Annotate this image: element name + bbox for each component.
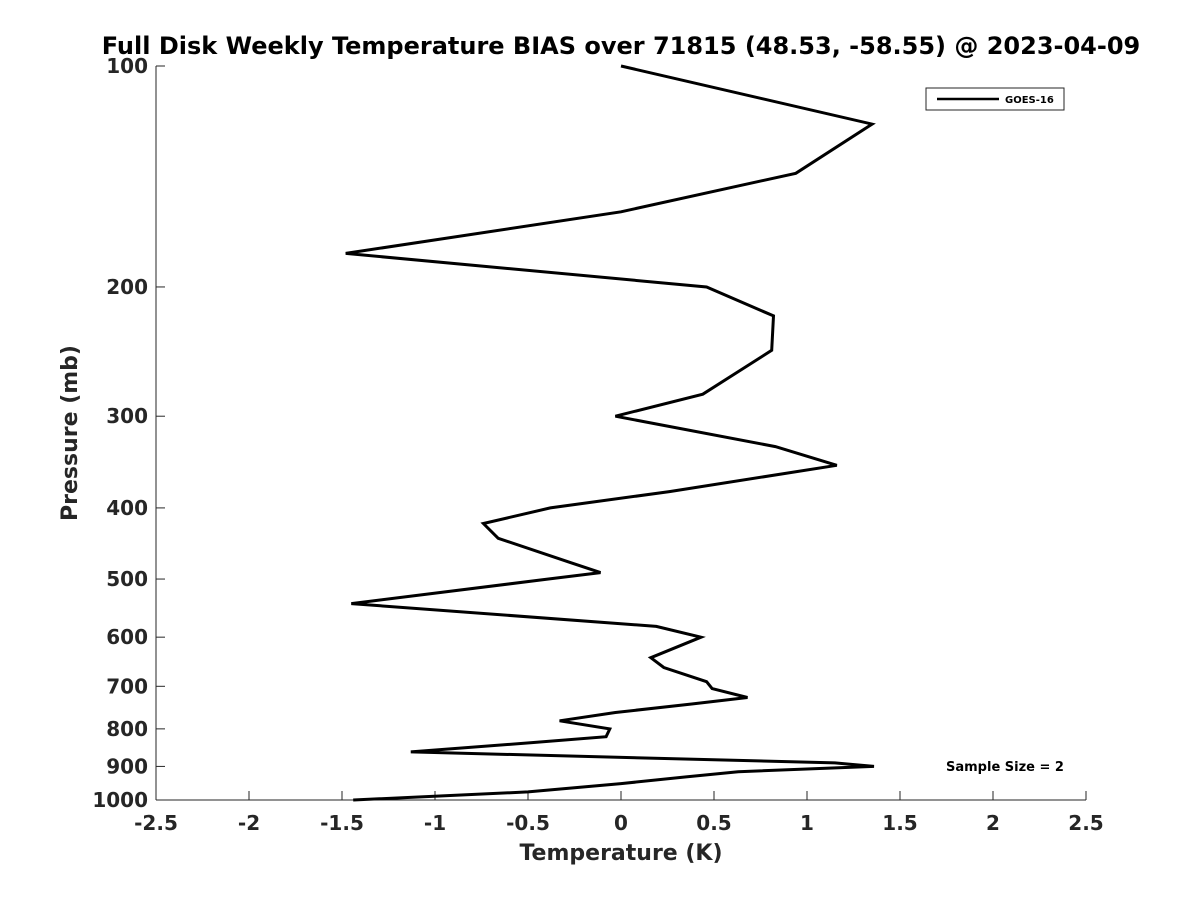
x-tick-label: -1 [424,811,446,835]
x-axis: -2.5 -2 -1.5 -1 -0.5 0 0.5 1 1.5 2 2.5 [134,791,1104,835]
x-tick-label: -0.5 [506,811,550,835]
series-line-goes-16 [345,64,876,802]
x-tick-label: 2.5 [1068,811,1103,835]
y-tick-label: 1000 [92,788,148,812]
y-tick-label: 400 [106,496,148,520]
x-axis-label: Temperature (K) [519,841,722,866]
y-tick-label: 700 [106,674,148,698]
x-tick-label: 1 [800,811,814,835]
y-tick-label: 500 [106,567,148,591]
legend-label-goes-16: GOES-16 [1005,95,1054,106]
x-tick-label: 1.5 [882,811,917,835]
y-tick-label: 900 [106,754,148,778]
y-tick-label: 100 [106,54,148,78]
x-tick-label: -2.5 [134,811,178,835]
y-tick-label: 800 [106,717,148,741]
chart-title: Full Disk Weekly Temperature BIAS over 7… [102,32,1141,60]
x-tick-label: -2 [238,811,260,835]
y-tick-label: 200 [106,275,148,299]
x-tick-label: 0 [614,811,628,835]
y-axis: 100 200 300 400 500 600 700 800 900 1000 [92,54,165,812]
y-tick-label: 300 [106,404,148,428]
y-axis-label: Pressure (mb) [58,345,83,521]
x-tick-label: -1.5 [320,811,364,835]
x-tick-label: 0.5 [696,811,731,835]
sample-size-annotation: Sample Size = 2 [946,760,1064,775]
x-tick-label: 2 [986,811,1000,835]
series-layer [345,64,876,802]
legend[interactable]: GOES-16 [925,87,1065,111]
y-tick-label: 600 [106,625,148,649]
